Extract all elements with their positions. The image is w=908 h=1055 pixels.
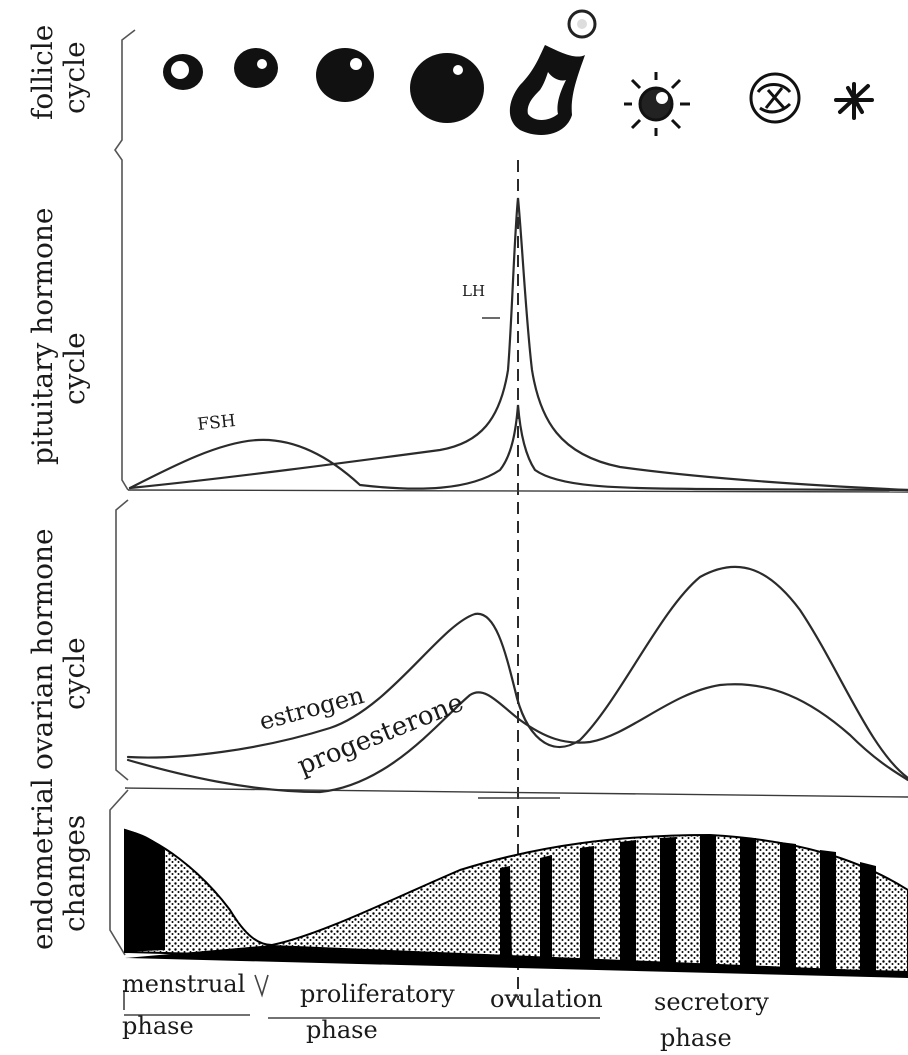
svg-text:ovarian hormone cycle: ovarian hormone cycle	[26, 519, 91, 770]
row-label-pituitary-line2: cycle	[58, 332, 91, 405]
pituitary-baseline	[127, 489, 908, 493]
row-label-endometrial-line1: endometrial	[26, 778, 59, 950]
svg-text:endometrial changes: endometrial changes	[26, 769, 91, 950]
phase-ovulation: ovulation	[490, 985, 603, 1013]
mature-follicle-icon	[410, 53, 484, 123]
lh-label: LH	[462, 282, 485, 300]
phase-proliferatory-line2: phase	[306, 1016, 378, 1044]
phase-secretory-line1: secretory	[654, 988, 769, 1016]
bracket-endometrial	[109, 789, 129, 956]
released-ovum-icon	[567, 9, 597, 39]
row-label-pituitary: pituitary hormone cycle	[26, 199, 91, 465]
phase-proliferatory-line1: proliferatory	[300, 980, 455, 1008]
secondary-follicle-icon	[316, 48, 374, 102]
row-label-ovarian: ovarian hormone cycle	[26, 519, 91, 770]
phase-menstrual-line2: phase	[122, 1012, 194, 1040]
progesterone-curve	[126, 683, 908, 794]
primary-follicle-icon	[163, 54, 203, 90]
ruptured-follicle-icon	[509, 45, 585, 135]
estrogen-label: estrogen	[256, 681, 367, 736]
phase-menstrual: menstrual phase	[122, 970, 253, 1040]
estrogen-curve	[126, 565, 908, 780]
growing-follicle-icon	[234, 48, 278, 88]
row-label-endometrial-line2: changes	[58, 815, 91, 932]
fsh-label: FSH	[196, 411, 236, 435]
row-label-follicle: follicle cycle	[26, 16, 91, 120]
svg-text:follicle cycle: follicle cycle	[26, 16, 91, 120]
row-label-pituitary-line1: pituitary hormone	[26, 208, 59, 465]
svg-text:pituitary hormone cycle: pituitary hormone cycle	[26, 199, 91, 465]
bracket-ovarian	[115, 499, 129, 781]
row-label-follicle-line2: cycle	[58, 41, 91, 114]
bracket-follicle	[114, 29, 136, 175]
row-label-endometrial: endometrial changes	[26, 769, 91, 950]
phase-proliferatory: proliferatory phase	[300, 980, 462, 1044]
phase-menstrual-line1: menstrual	[122, 970, 245, 998]
ovarian-baseline	[124, 787, 908, 798]
phase-secretory: secretory phase	[654, 988, 776, 1052]
bracket-pituitary	[121, 175, 129, 491]
corpus-luteum-icon	[624, 72, 690, 136]
row-label-ovarian-line2: cycle	[58, 637, 91, 710]
row-label-follicle-line1: follicle	[26, 25, 59, 120]
lh-curve	[128, 197, 908, 492]
phase-secretory-line2: phase	[660, 1024, 732, 1052]
phase-ticks	[123, 974, 600, 1019]
row-label-ovarian-line1: ovarian hormone	[26, 528, 59, 770]
corpus-albicans-icon	[834, 82, 874, 120]
endometrial-glands	[125, 830, 908, 978]
regressing-corpus-luteum-icon	[749, 72, 801, 124]
fsh-curve	[128, 404, 908, 492]
